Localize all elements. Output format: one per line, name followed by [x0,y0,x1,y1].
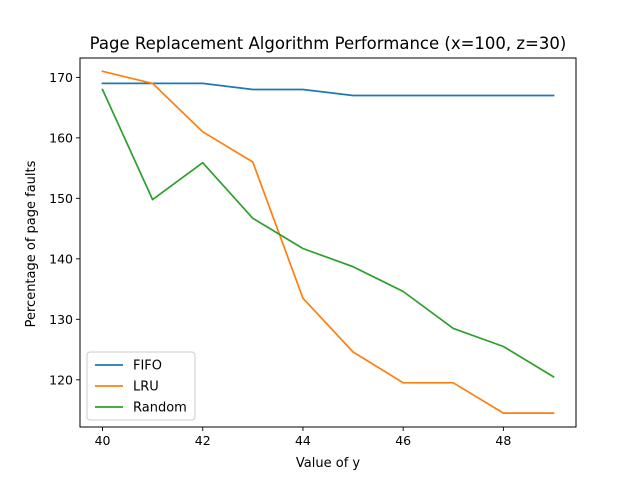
x-tick-label: 48 [495,433,511,448]
series-line-random [101,88,555,378]
legend-label-fifo: FIFO [133,359,162,374]
chart-title: Page Replacement Algorithm Performance (… [90,34,567,53]
y-tick-label: 140 [49,251,73,266]
x-tick-label: 42 [195,433,211,448]
x-tick-label: 46 [395,433,411,448]
legend-box [86,351,196,421]
series-line-fifo [101,82,555,97]
y-axis-label: Percentage of page faults [24,160,39,327]
x-tick-label: 40 [95,433,111,448]
series-line-lru [101,70,555,414]
y-tick-label: 130 [49,312,73,327]
legend-label-random: Random [133,401,187,416]
y-tick-label: 170 [49,70,73,85]
legend: FIFO LRU Random [86,351,196,421]
legend-label-lru: LRU [133,380,159,395]
ticks-layer: 40 42 44 46 48 120 130 140 150 160 170 [49,70,511,448]
series-layer [101,70,555,414]
y-tick-label: 160 [49,130,73,145]
y-tick-label: 150 [49,191,73,206]
plot-area-frame [79,57,577,428]
x-tick-label: 44 [295,433,311,448]
x-axis-label: Value of y [296,456,360,471]
y-tick-label: 120 [49,372,73,387]
